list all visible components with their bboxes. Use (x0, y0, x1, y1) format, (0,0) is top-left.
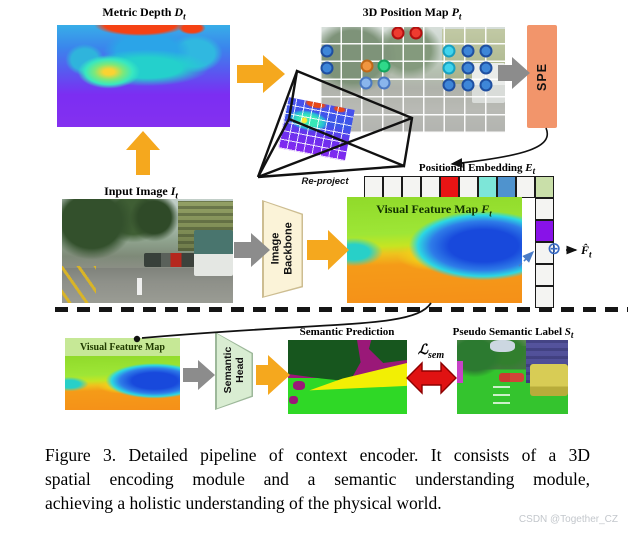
positional-embedding-label: Positional Embedding Et (418, 162, 536, 177)
caption-line: Figure 3. Detailed pipeline of context e… (45, 445, 590, 465)
truck-shape (193, 230, 233, 276)
visual-feature-map-small-body (65, 356, 180, 410)
input-image-label: Input Image It (104, 184, 178, 201)
arrow-right-icon (237, 55, 285, 93)
visual-feature-map-small-band: Visual Feature Map (65, 338, 180, 356)
trees-shape (126, 199, 182, 245)
position-dot (409, 27, 423, 40)
magenta-segment (457, 360, 463, 383)
semantic-prediction-label: Semantic Prediction (299, 326, 395, 338)
position-dot (359, 76, 373, 90)
position-dot (479, 78, 493, 92)
embedding-cell (535, 220, 554, 242)
arrow-right-icon (183, 360, 215, 390)
embedding-column (535, 198, 554, 308)
embedding-cell (535, 242, 554, 264)
watermark: CSDN @Together_CZ (518, 514, 618, 525)
embedding-cell (478, 176, 497, 198)
arrow-up-icon (126, 131, 160, 175)
visual-feature-map-label: Visual Feature Map Ft (376, 202, 492, 219)
embedding-cell (364, 176, 383, 198)
semantic-prediction-image (288, 340, 407, 414)
plus-circle-icon: ⊕ (547, 239, 562, 259)
road-marking-shape (137, 278, 143, 295)
position-dot (442, 44, 456, 58)
segment-magenta (292, 380, 305, 390)
position-dot (391, 27, 405, 40)
cars-shape (144, 253, 196, 267)
metric-depth-image (57, 25, 230, 127)
position-dot (461, 78, 475, 92)
spe-label: SPE (534, 62, 549, 91)
embedding-cell (516, 176, 535, 198)
metric-depth-label: Metric Depth Dt (102, 5, 186, 22)
embedding-cell (497, 176, 516, 198)
position-dot (442, 61, 456, 75)
input-image (62, 199, 233, 303)
embedding-row (364, 176, 554, 198)
segment-darkgreen (368, 340, 407, 363)
pseudo-semantic-label-image (457, 340, 568, 414)
arrow-right-icon (256, 355, 290, 395)
spe-to-embedding-arrow (450, 127, 549, 168)
spe-module: SPE (527, 25, 557, 128)
double-arrow-icon (406, 361, 457, 395)
reproject-label: Re-project (301, 176, 349, 187)
position-map-label: 3D Position Map Pt (362, 5, 462, 22)
cars-segment (499, 372, 524, 383)
arrow-right-icon (307, 230, 349, 270)
embedding-cell (535, 198, 554, 220)
embedding-cell (535, 286, 554, 308)
embedding-cell (440, 176, 459, 198)
position-dot (320, 44, 334, 58)
position-dot (442, 78, 456, 92)
segment-magenta (289, 396, 298, 405)
caption-line: achieving a holistic understanding of th… (45, 493, 442, 513)
road-marks-segment (492, 385, 511, 404)
embedding-cell (535, 264, 554, 286)
visual-feature-map (347, 197, 522, 303)
embedding-cell (421, 176, 440, 198)
embedding-cell (383, 176, 402, 198)
position-dot (377, 76, 391, 90)
embedding-cell (459, 176, 478, 198)
image-backbone-label: Image Backbone (269, 222, 295, 275)
sky-segment (490, 340, 515, 352)
position-dot (461, 61, 475, 75)
position-dot (479, 61, 493, 75)
embedding-cell (402, 176, 421, 198)
semantic-head-label: Semantic Head (222, 346, 246, 394)
visual-feature-map-small-label: Visual Feature Map (80, 341, 165, 353)
truck-segment (530, 363, 568, 397)
segment-darkgreen (288, 340, 361, 382)
section-divider (55, 307, 628, 312)
visual-feature-map-small: Visual Feature Map (65, 338, 180, 410)
position-dot (479, 44, 493, 58)
pseudo-label-label: Pseudo Semantic Label St (452, 326, 574, 341)
embedding-cell (535, 176, 554, 198)
semantic-loss-label: ℒsem (417, 343, 445, 361)
position-dot (320, 61, 334, 75)
figure-caption: Figure 3. Detailed pipeline of context e… (45, 443, 590, 515)
road-lines-shape (62, 265, 97, 303)
position-dot (360, 59, 374, 73)
position-dot (461, 44, 475, 58)
position-dot (377, 59, 391, 73)
fused-feature-label: F̂t (581, 243, 592, 260)
caption-line: spatial encoding module and a semantic u… (45, 469, 590, 489)
